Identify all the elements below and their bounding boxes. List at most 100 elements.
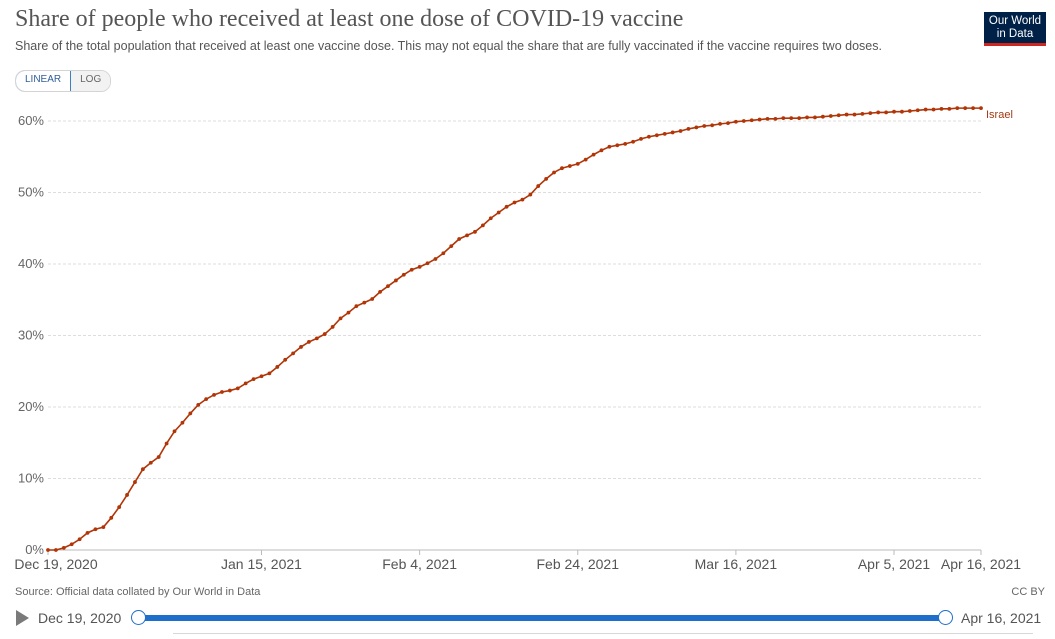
data-point[interactable] — [473, 229, 477, 234]
data-point[interactable] — [117, 505, 122, 509]
data-point[interactable] — [457, 237, 462, 241]
data-point[interactable] — [805, 115, 809, 120]
data-point[interactable] — [307, 340, 311, 344]
data-point[interactable] — [370, 297, 375, 301]
data-point[interactable] — [330, 325, 335, 329]
data-point[interactable] — [915, 108, 920, 113]
data-point[interactable] — [220, 390, 224, 394]
data-point[interactable] — [101, 525, 106, 530]
linear-scale-button[interactable]: LINEAR — [16, 71, 72, 91]
data-point[interactable] — [670, 130, 675, 135]
data-point[interactable] — [583, 157, 588, 162]
data-point[interactable] — [852, 112, 857, 117]
data-point[interactable] — [939, 106, 944, 111]
data-point[interactable] — [156, 455, 161, 459]
data-point[interactable] — [639, 136, 643, 141]
data-point[interactable] — [338, 316, 343, 321]
data-point[interactable] — [931, 107, 936, 112]
data-point[interactable] — [133, 480, 137, 484]
data-point[interactable] — [378, 289, 382, 294]
data-point[interactable] — [93, 527, 98, 532]
data-point[interactable] — [520, 197, 525, 202]
data-point[interactable] — [488, 216, 493, 221]
data-point[interactable] — [188, 411, 193, 416]
data-point[interactable] — [702, 124, 707, 128]
data-point[interactable] — [797, 116, 802, 121]
data-point[interactable] — [386, 284, 390, 289]
data-point[interactable] — [401, 272, 406, 277]
play-button[interactable] — [16, 610, 29, 626]
data-point[interactable] — [607, 144, 612, 149]
log-scale-button[interactable]: LOG — [71, 71, 111, 91]
data-point[interactable] — [631, 139, 636, 144]
data-point[interactable] — [536, 184, 541, 188]
data-point[interactable] — [686, 126, 691, 131]
data-point[interactable] — [844, 112, 849, 117]
data-point[interactable] — [828, 114, 833, 118]
data-point[interactable] — [449, 244, 454, 249]
data-point[interactable] — [267, 371, 272, 376]
data-point[interactable] — [979, 106, 983, 111]
data-point[interactable] — [741, 119, 746, 123]
data-point[interactable] — [623, 141, 628, 146]
data-point[interactable] — [243, 381, 248, 386]
data-point[interactable] — [504, 204, 509, 209]
data-point[interactable] — [480, 223, 485, 228]
data-point[interactable] — [291, 351, 296, 356]
data-point[interactable] — [560, 166, 564, 171]
data-point[interactable] — [757, 117, 762, 122]
data-point[interactable] — [876, 110, 881, 115]
data-point[interactable] — [409, 267, 414, 272]
owid-logo[interactable]: Our World in Data — [984, 12, 1046, 46]
data-point[interactable] — [773, 116, 778, 121]
data-point[interactable] — [251, 377, 256, 382]
data-point[interactable] — [354, 304, 359, 309]
data-point[interactable] — [654, 133, 659, 138]
data-point[interactable] — [923, 107, 928, 112]
data-point[interactable] — [963, 106, 968, 111]
data-point[interactable] — [140, 467, 145, 472]
data-point[interactable] — [678, 129, 683, 133]
data-point[interactable] — [259, 374, 264, 379]
data-point[interactable] — [749, 118, 754, 123]
data-point[interactable] — [69, 542, 74, 547]
data-point[interactable] — [726, 121, 730, 126]
data-point[interactable] — [362, 300, 367, 305]
data-point[interactable] — [662, 131, 667, 136]
data-point[interactable] — [393, 278, 398, 283]
data-point[interactable] — [647, 134, 651, 139]
timeline-end-handle[interactable] — [938, 610, 953, 625]
data-point[interactable] — [212, 392, 216, 397]
data-point[interactable] — [781, 116, 786, 121]
data-point[interactable] — [299, 345, 303, 349]
data-point[interactable] — [314, 336, 319, 341]
data-point[interactable] — [465, 233, 469, 238]
data-point[interactable] — [813, 115, 817, 120]
data-point[interactable] — [61, 545, 66, 550]
data-point[interactable] — [860, 111, 865, 116]
data-point[interactable] — [615, 143, 620, 148]
data-point[interactable] — [275, 365, 280, 369]
data-point[interactable] — [820, 114, 825, 119]
data-point[interactable] — [496, 210, 501, 215]
data-point[interactable] — [947, 106, 952, 111]
data-point[interactable] — [544, 177, 549, 181]
data-point[interactable] — [148, 460, 153, 465]
data-point[interactable] — [283, 357, 288, 362]
data-point[interactable] — [172, 429, 177, 434]
data-point[interactable] — [204, 397, 209, 402]
data-point[interactable] — [836, 113, 841, 118]
data-point[interactable] — [971, 106, 975, 111]
data-point[interactable] — [109, 515, 114, 520]
data-point[interactable] — [235, 386, 240, 391]
data-point[interactable] — [955, 106, 960, 111]
timeline-start-handle[interactable] — [131, 610, 146, 625]
data-point[interactable] — [433, 257, 438, 261]
data-point[interactable] — [227, 388, 232, 393]
data-point[interactable] — [54, 548, 58, 552]
data-point[interactable] — [765, 116, 770, 121]
data-point[interactable] — [552, 170, 556, 175]
data-point[interactable] — [77, 537, 82, 542]
data-point[interactable] — [591, 152, 596, 157]
data-point[interactable] — [733, 119, 738, 124]
